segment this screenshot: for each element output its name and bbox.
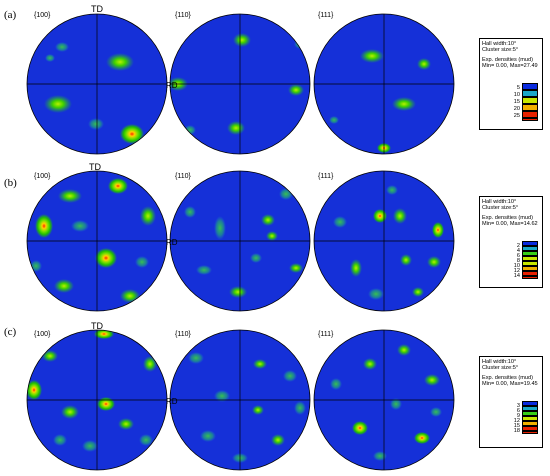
legend-level-label: 6 (516, 408, 520, 414)
row-label-b: (b) (4, 177, 17, 189)
pole-label: {110} (175, 12, 191, 19)
legend-level-label: 6 (516, 253, 520, 259)
legend-minmax: Min= 0.00, Max=14.62 (482, 221, 538, 228)
legend-minmax: Min= 0.00, Max=27.49 (482, 63, 538, 70)
legend-b: Hall width:10° Cluster size:5° Exp. dens… (479, 196, 543, 288)
pole-label: {111} (318, 331, 334, 338)
legend-level-label: 18 (513, 428, 520, 434)
pole-label: {110} (175, 331, 191, 338)
legend-level-label: 4 (516, 248, 520, 254)
pole-label: {100} (34, 331, 51, 338)
pole-figure-c-110 (169, 329, 311, 471)
legend-level-label: 12 (513, 418, 520, 424)
pole-figure-c-100 (26, 329, 168, 471)
legend-swatch (522, 401, 538, 406)
pole-figure-b-111 (313, 170, 455, 312)
legend-level-label: 10 (513, 263, 520, 269)
row-label-c: (c) (4, 326, 17, 338)
legend-level-label: 8 (516, 258, 520, 264)
legend-cluster: Cluster size:5° (482, 205, 519, 212)
legend-swatch (522, 246, 538, 251)
legend-swatch (522, 90, 538, 97)
pole-label: {100} (34, 173, 51, 180)
td-label: TD (89, 162, 101, 172)
legend-swatch (522, 104, 538, 111)
pole-figure-b-100 (26, 170, 168, 312)
legend-swatch (522, 406, 538, 411)
legend-level-label: 2 (516, 243, 520, 249)
legend-swatch (522, 421, 538, 426)
legend-swatch (522, 83, 538, 90)
pole-figure-c-111 (313, 329, 455, 471)
legend-cluster: Cluster size:5° (482, 47, 519, 54)
rd-label: RD (166, 397, 178, 406)
legend-swatch (522, 241, 538, 246)
rd-label: RD (166, 81, 178, 90)
legend-level-label: 9 (516, 413, 520, 419)
legend-swatch (522, 261, 538, 266)
legend-swatch (522, 411, 538, 416)
legend-swatch (522, 426, 538, 431)
td-label: TD (91, 321, 103, 331)
legend-swatch (522, 416, 538, 421)
rd-label: RD (166, 238, 178, 247)
legend-level-label: 25 (513, 113, 520, 119)
legend-swatch (522, 256, 538, 261)
legend-half-width: Hall width:10° (482, 41, 517, 47)
legend-swatch (522, 111, 538, 118)
legend-swatch (522, 431, 538, 434)
legend-level-label: 3 (516, 403, 520, 409)
pole-label: {110} (175, 173, 191, 180)
legend-exp: Exp. densities (mud) (482, 374, 533, 381)
legend-level-label: 5 (516, 85, 520, 91)
legend-level-label: 20 (513, 106, 520, 112)
pole-figure-a-111 (313, 13, 455, 155)
pole-figure-a-100 (26, 13, 168, 155)
legend-exp: Exp. densities (mud) (482, 56, 533, 63)
legend-swatch (522, 118, 538, 121)
legend-cluster: Cluster size:5° (482, 365, 519, 372)
legend-swatch (522, 266, 538, 271)
legend-level-label: 15 (513, 423, 520, 429)
row-label-a: (a) (4, 9, 17, 21)
legend-exp: Exp. densities (mud) (482, 214, 533, 221)
legend-level-label: 15 (513, 99, 520, 105)
legend-level-label: 10 (513, 92, 520, 98)
legend-minmax: Min= 0.00, Max=19.45 (482, 381, 538, 388)
legend-level-label: 14 (513, 273, 520, 279)
legend-swatch (522, 97, 538, 104)
legend-c: Hall width:10° Cluster size:5° Exp. dens… (479, 356, 543, 448)
legend-a: Hall width:10° Cluster size:5° Exp. dens… (479, 38, 543, 130)
pole-figure-b-110 (169, 170, 311, 312)
pole-label: {100} (34, 12, 51, 19)
legend-level-label: 12 (513, 268, 520, 274)
legend-swatch (522, 271, 538, 276)
pole-label: {111} (318, 12, 334, 19)
legend-half-width: Hall width:10° (482, 199, 517, 205)
pole-figure-a-110 (169, 13, 311, 155)
legend-swatch (522, 251, 538, 256)
legend-swatch (522, 276, 538, 279)
td-label: TD (91, 4, 103, 14)
legend-half-width: Hall width:10° (482, 359, 517, 365)
pole-label: {111} (318, 173, 334, 180)
